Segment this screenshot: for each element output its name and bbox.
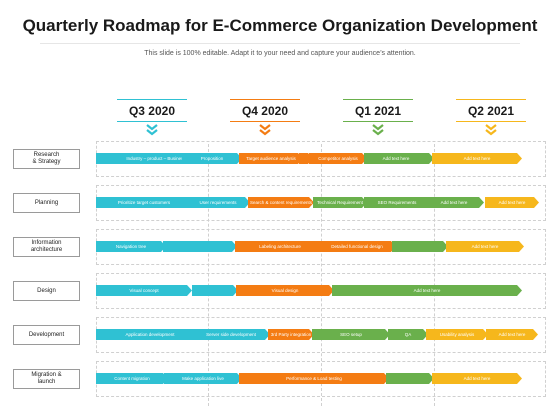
roadmap-task-bar: Detailed functional design	[318, 241, 396, 252]
roadmap-task-bar: User requirements	[186, 197, 250, 208]
roadmap-task-bar: Usability analysis	[426, 329, 488, 340]
quarter-divider	[208, 144, 209, 406]
roadmap-task-bar: Add text here	[485, 197, 539, 208]
page-title: Quarterly Roadmap for E-Commerce Organiz…	[22, 16, 538, 35]
row-label: Planning	[13, 193, 80, 213]
row-label-text: Information architecture	[30, 240, 63, 253]
quarter-top-line	[343, 99, 413, 100]
roadmap-task-bar: Labeling architecture	[235, 241, 325, 252]
roadmap-task-bar: Content migration	[96, 373, 168, 384]
page-subtitle: This slide is 100% editable. Adapt it to…	[144, 50, 416, 57]
chevron-down-icon	[372, 124, 384, 136]
roadmap-task-bar: Add text here	[364, 153, 428, 164]
roadmap-task-bar	[386, 373, 434, 384]
row-label: Development	[13, 325, 80, 345]
row-label: Migration & launch	[13, 369, 80, 389]
roadmap-task-bar: Add text here	[424, 197, 484, 208]
roadmap-task-bar: Target audience analysis	[239, 153, 303, 164]
roadmap-task-bar: Add text here	[332, 285, 522, 296]
roadmap-task-bar: Add text here	[432, 373, 522, 384]
roadmap-task-bar: SEO Requirements	[364, 197, 430, 208]
roadmap-task-bar: 3rd Party integration	[268, 329, 314, 340]
chevron-down-icon	[146, 124, 158, 136]
chevron-down-icon	[259, 124, 271, 136]
roadmap-task-bar	[163, 241, 237, 252]
roadmap-task-bar: Competitor analysis	[309, 153, 367, 164]
roadmap-task-bar: QA	[388, 329, 428, 340]
quarter-top-line	[230, 99, 300, 100]
quarter-label: Q2 2021	[467, 104, 515, 118]
roadmap-task-bar: Performance & Load testing	[239, 373, 389, 384]
roadmap-task-bar: Add text here	[446, 241, 524, 252]
roadmap-task-bar	[420, 153, 434, 164]
row-label: Information architecture	[13, 237, 80, 257]
quarter-bottom-line	[117, 121, 187, 122]
roadmap-task-bar	[392, 241, 448, 252]
quarter-top-line	[456, 99, 526, 100]
roadmap-task-bar: Search & content requirements	[248, 197, 314, 208]
quarter-label: Q3 2020	[128, 104, 176, 118]
quarter-label: Q4 2020	[241, 104, 289, 118]
roadmap-task-bar: SEO setup	[312, 329, 390, 340]
quarter-bottom-line	[343, 121, 413, 122]
roadmap-task-bar: Add text here	[486, 329, 538, 340]
roadmap-task-bar: Technical Requirement	[313, 197, 367, 208]
row-label-text: Design	[37, 287, 56, 294]
row-label-text: Migration & launch	[31, 372, 62, 385]
chevron-down-icon	[485, 124, 497, 136]
roadmap-task-bar: Server side development	[192, 329, 270, 340]
roadmap-task-bar: Make application live	[164, 373, 242, 384]
quarter-bottom-line	[230, 121, 300, 122]
roadmap-task-bar: Prioritize target customers	[96, 197, 192, 208]
roadmap-task-bar: Navigation tree	[96, 241, 166, 252]
roadmap-task-bar	[299, 153, 313, 164]
row-label-text: Research & Strategy	[32, 152, 61, 165]
row-label-text: Development	[28, 331, 65, 338]
row-label: Design	[13, 281, 80, 301]
roadmap-task-bar: Visual concept	[96, 285, 192, 296]
roadmap-task-bar: Industry – product – Business	[96, 153, 216, 164]
row-label-text: Planning	[34, 199, 59, 206]
quarter-top-line	[117, 99, 187, 100]
row-label: Research & Strategy	[13, 149, 80, 169]
title-divider	[40, 43, 520, 44]
quarter-divider	[321, 144, 322, 406]
roadmap-task-bar	[192, 285, 238, 296]
roadmap-task-bar: Proposition	[182, 153, 242, 164]
quarter-divider	[434, 144, 435, 406]
quarter-bottom-line	[456, 121, 526, 122]
quarter-label: Q1 2021	[354, 104, 402, 118]
roadmap-task-bar: Visual design	[236, 285, 334, 296]
roadmap-task-bar: Application development	[96, 329, 204, 340]
roadmap-task-bar: Add text here	[432, 153, 522, 164]
